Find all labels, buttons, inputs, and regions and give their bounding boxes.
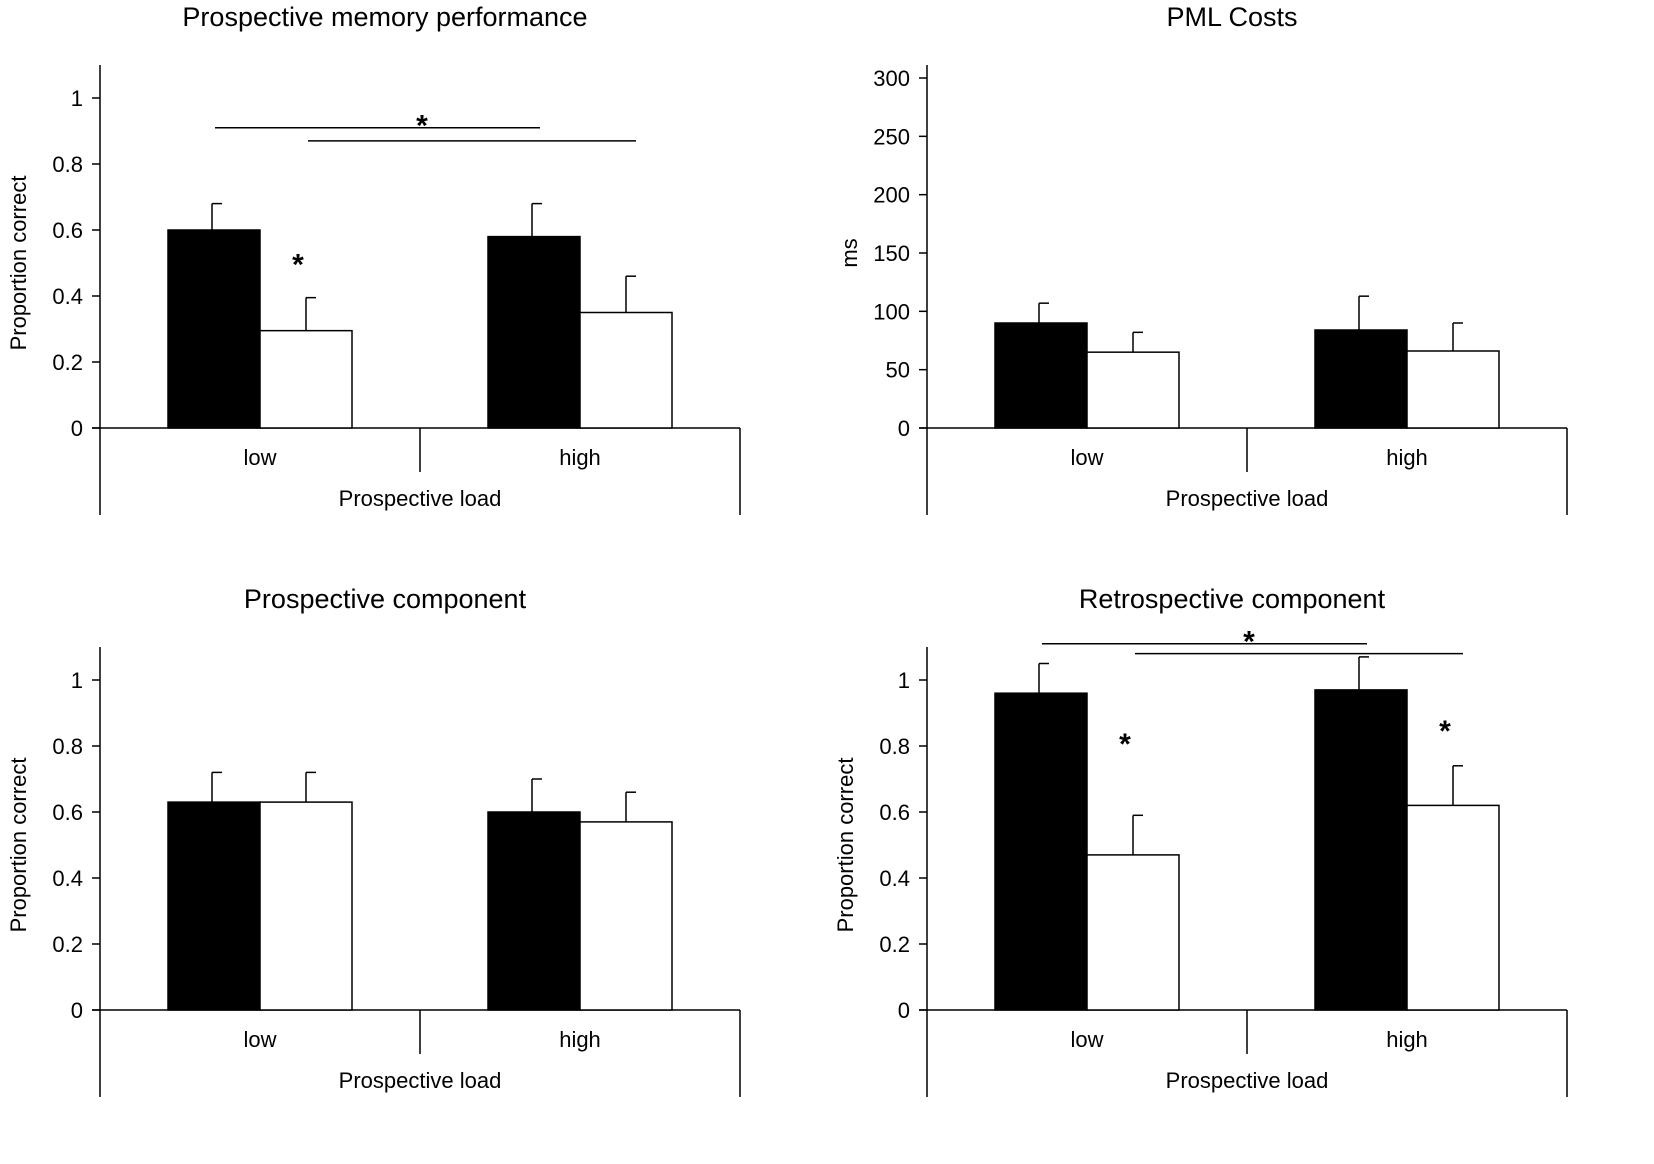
x-tick-label-low: low (243, 1027, 276, 1052)
chart-title: Retrospective component (1079, 584, 1386, 614)
significance-star: * (292, 248, 304, 281)
y-tick-label: 0.8 (879, 734, 910, 759)
chart-panel-pm-performance: Prospective memory performance 0 0.2 0.4 0.6… (0, 0, 827, 582)
y-axis-label: ms (837, 238, 862, 267)
y-tick-label: 0.2 (879, 932, 910, 957)
bar-black-high (487, 811, 581, 1011)
y-tick-label: 300 (873, 66, 910, 91)
y-tick-label: 0.6 (879, 800, 910, 825)
bar-black-low (994, 322, 1088, 429)
bar-black-low (167, 229, 261, 429)
bar-white-low (1086, 351, 1180, 429)
significance-star: * (1243, 626, 1255, 659)
y-tick-label: 0 (898, 416, 910, 441)
y-tick-label: 1 (71, 86, 83, 111)
bar-black-low (167, 801, 261, 1011)
chart-svg: Retrospective component 0 0.2 0.4 0.6 0.8 1 Pro… (833, 584, 1568, 1097)
y-tick-label: 0.4 (879, 866, 910, 891)
x-axis-label: Prospective load (1166, 486, 1329, 511)
y-tick-label: 0 (71, 416, 83, 441)
significance-star: * (1119, 728, 1131, 761)
y-tick-label: 0.4 (52, 866, 83, 891)
chart-svg: PML Costs 0 50 100 150 200 250 300 ms low high Pros… (837, 2, 1568, 515)
y-axis-label: Proportion correct (6, 758, 31, 933)
y-tick-label: 250 (873, 124, 910, 149)
x-axis-label: Prospective load (1166, 1068, 1329, 1093)
y-tick-label: 1 (898, 668, 910, 693)
x-tick-label-low: low (1070, 1027, 1103, 1052)
y-tick-label: 0.4 (52, 284, 83, 309)
x-axis-label: Prospective load (339, 486, 502, 511)
x-tick-label-high: high (1386, 1027, 1428, 1052)
chart-title: PML Costs (1166, 2, 1297, 32)
chart-svg: Prospective memory performance 0 0.2 0.4 0.6… (6, 2, 741, 515)
x-axis-label: Prospective load (339, 1068, 502, 1093)
bar-black-high (487, 235, 581, 429)
y-tick-label: 0.8 (52, 152, 83, 177)
chart-title: Prospective memory performance (182, 2, 587, 32)
bar-white-high (1406, 804, 1500, 1011)
chart-panel-pml-costs: PML Costs 0 50 100 150 200 250 300 ms low high Pros… (827, 0, 1654, 582)
y-tick-label: 0 (898, 998, 910, 1023)
y-tick-label: 200 (873, 183, 910, 208)
significance-star: * (1439, 715, 1451, 748)
bar-white-high (1406, 350, 1500, 429)
bar-white-low (259, 801, 353, 1011)
bar-white-high (579, 311, 673, 429)
chart-title: Prospective component (244, 584, 527, 614)
x-tick-label-high: high (559, 1027, 601, 1052)
bar-black-high (1314, 689, 1408, 1011)
y-tick-label: 0.6 (52, 218, 83, 243)
y-tick-label: 0 (71, 998, 83, 1023)
bar-black-low (994, 692, 1088, 1011)
y-tick-label: 150 (873, 241, 910, 266)
y-tick-label: 0.2 (52, 932, 83, 957)
y-tick-label: 1 (71, 668, 83, 693)
chart-panel-prospective-component: Prospective component 0 0.2 0.4 0.6 0.8 1 Propo… (0, 582, 827, 1164)
bar-white-high (579, 821, 673, 1011)
y-tick-label: 100 (873, 299, 910, 324)
x-tick-label-low: low (243, 445, 276, 470)
y-tick-label: 0.8 (52, 734, 83, 759)
y-axis-label: Proportion correct (6, 176, 31, 351)
x-tick-label-high: high (559, 445, 601, 470)
bar-white-low (259, 329, 353, 429)
y-tick-label: 50 (886, 358, 910, 383)
significance-star: * (416, 110, 428, 143)
y-axis-label: Proportion correct (833, 758, 858, 933)
x-tick-label-high: high (1386, 445, 1428, 470)
chart-svg: Prospective component 0 0.2 0.4 0.6 0.8 1 Propo… (6, 584, 741, 1097)
chart-panel-retrospective-component: Retrospective component 0 0.2 0.4 0.6 0.8 1 Pro… (827, 582, 1654, 1164)
x-tick-label-low: low (1070, 445, 1103, 470)
y-tick-label: 0.2 (52, 350, 83, 375)
bar-black-high (1314, 329, 1408, 429)
y-tick-label: 0.6 (52, 800, 83, 825)
bar-white-low (1086, 854, 1180, 1011)
